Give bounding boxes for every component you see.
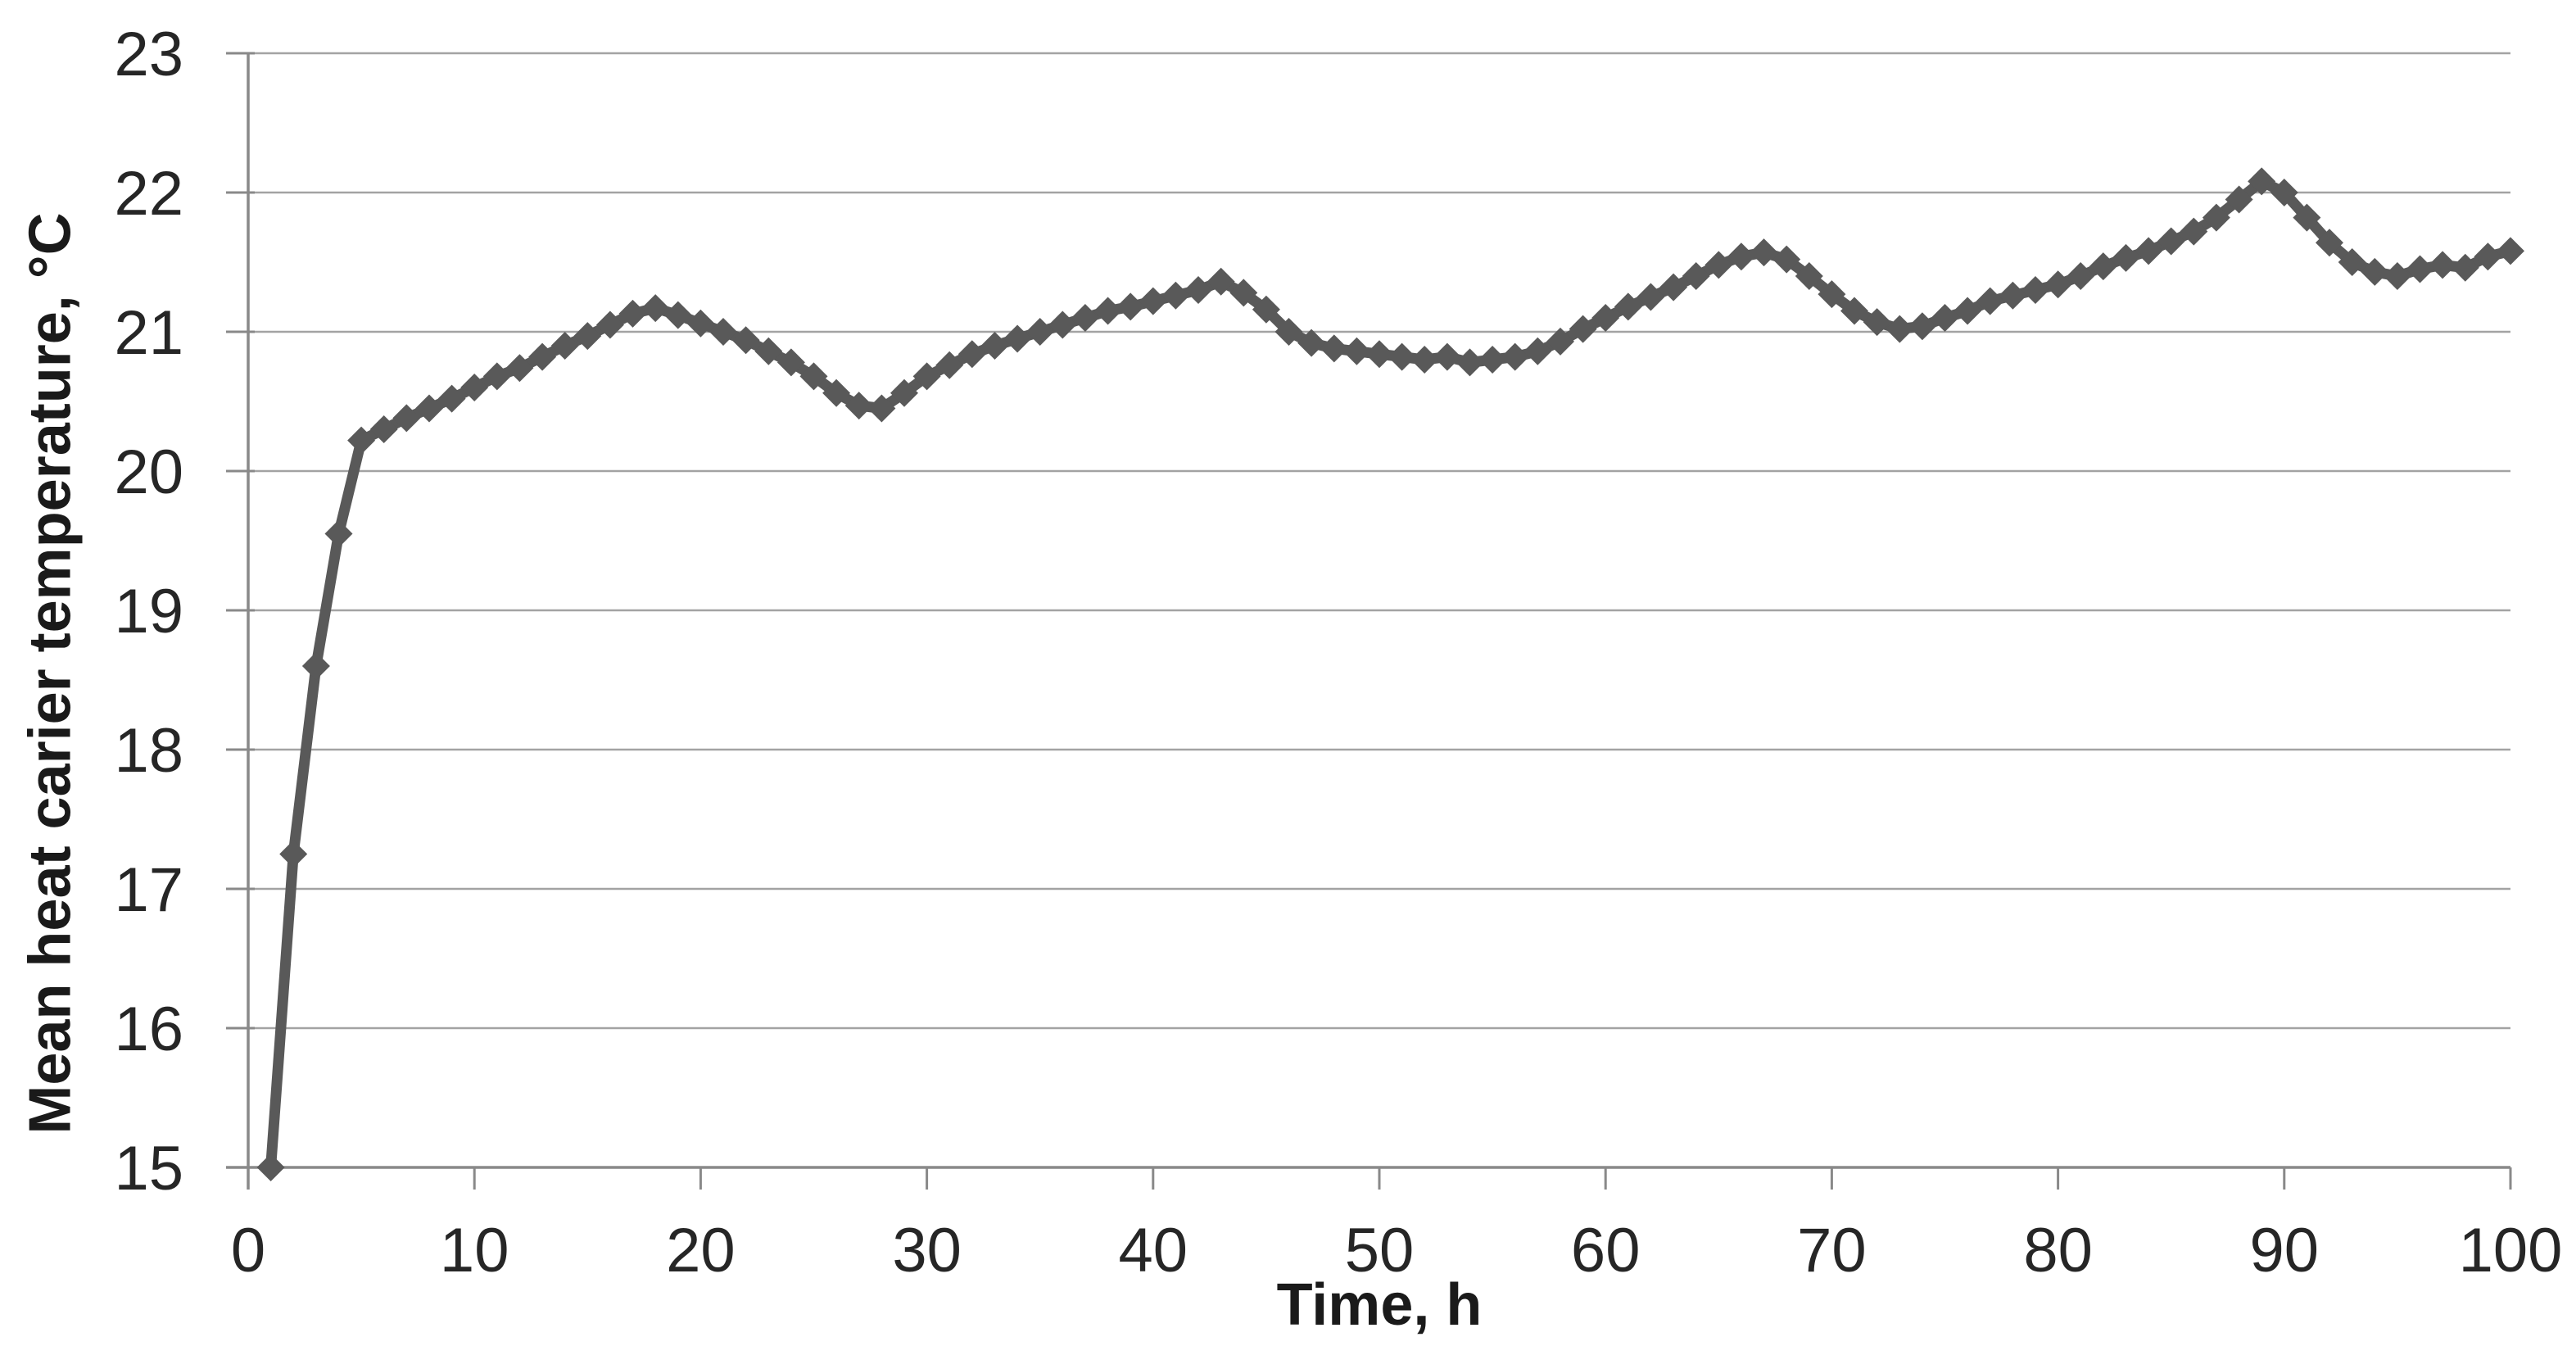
y-tick-label: 23 (114, 20, 183, 89)
x-tick-label: 0 (231, 1216, 265, 1285)
x-tick-label: 50 (1345, 1216, 1415, 1285)
x-tick-label: 100 (2459, 1216, 2563, 1285)
x-tick-label: 40 (1119, 1216, 1188, 1285)
y-tick-label: 20 (114, 437, 183, 507)
x-tick-label: 30 (892, 1216, 962, 1285)
x-tick-label: 60 (1571, 1216, 1641, 1285)
x-axis-title: Time, h (1276, 1272, 1483, 1338)
x-tick-label: 90 (2250, 1216, 2320, 1285)
x-tick-label: 20 (666, 1216, 736, 1285)
y-tick-label: 19 (114, 577, 183, 646)
x-tick-label: 80 (2023, 1216, 2093, 1285)
y-tick-label: 22 (114, 159, 183, 229)
y-tick-label: 17 (114, 855, 183, 925)
y-tick-label: 15 (114, 1134, 183, 1203)
y-tick-label: 16 (114, 995, 183, 1064)
x-tick-label: 10 (440, 1216, 509, 1285)
y-tick-label: 18 (114, 716, 183, 786)
y-tick-label: 21 (114, 298, 183, 368)
x-tick-label: 70 (1797, 1216, 1867, 1285)
series-diamond-markers (256, 167, 2524, 1181)
